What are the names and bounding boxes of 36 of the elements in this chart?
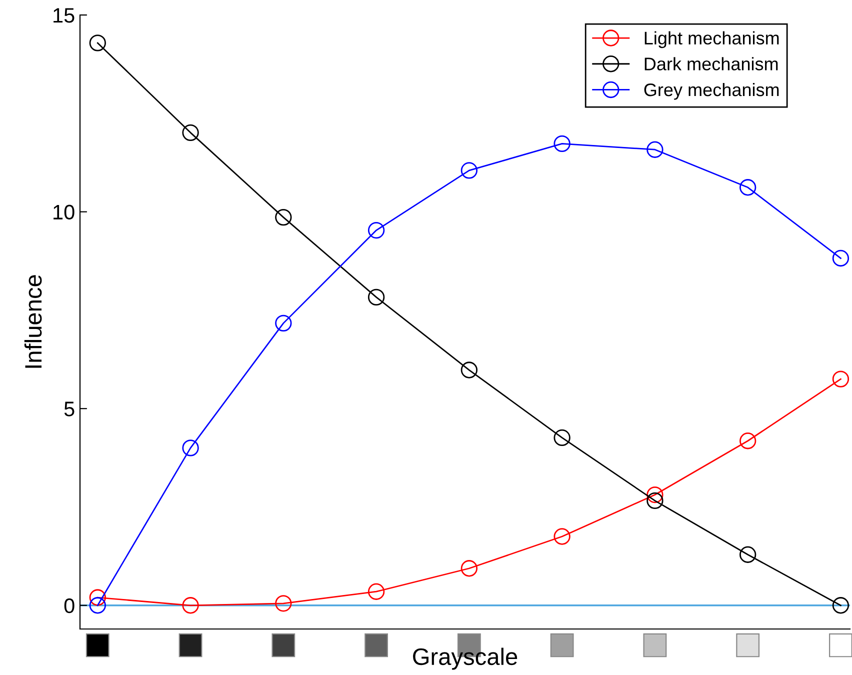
point bbox=[739, 546, 756, 563]
point bbox=[182, 440, 199, 456]
point bbox=[739, 432, 756, 450]
point bbox=[89, 589, 106, 606]
point bbox=[368, 583, 385, 600]
point bbox=[275, 314, 292, 332]
y-tick-label: 15 bbox=[54, 8, 74, 23]
point bbox=[368, 288, 385, 306]
point bbox=[460, 560, 478, 577]
y-tick-label: 5 bbox=[64, 402, 74, 416]
point bbox=[832, 597, 850, 614]
point bbox=[182, 124, 199, 142]
point bbox=[646, 492, 664, 510]
point bbox=[739, 179, 756, 196]
point bbox=[460, 362, 478, 378]
y-tick-label: 10 bbox=[54, 204, 74, 220]
point bbox=[646, 486, 664, 504]
point bbox=[275, 208, 292, 226]
point bbox=[554, 135, 570, 152]
point bbox=[460, 162, 478, 179]
point bbox=[832, 250, 850, 267]
point bbox=[368, 222, 385, 239]
legend-label: Dark mechanism bbox=[644, 57, 778, 70]
legend-label: Light mechanism bbox=[644, 31, 779, 48]
point bbox=[832, 370, 850, 388]
y-axis-title: Influence bbox=[24, 275, 42, 368]
point bbox=[554, 429, 570, 446]
point bbox=[89, 34, 106, 52]
point bbox=[89, 597, 106, 614]
x-axis-title: Grayscale bbox=[413, 648, 518, 670]
point bbox=[275, 595, 292, 612]
point bbox=[554, 528, 570, 545]
point bbox=[182, 597, 199, 614]
legend-label: Grey mechanism bbox=[644, 82, 779, 100]
y-tick-label: 0 bbox=[64, 598, 74, 614]
point bbox=[646, 141, 664, 158]
